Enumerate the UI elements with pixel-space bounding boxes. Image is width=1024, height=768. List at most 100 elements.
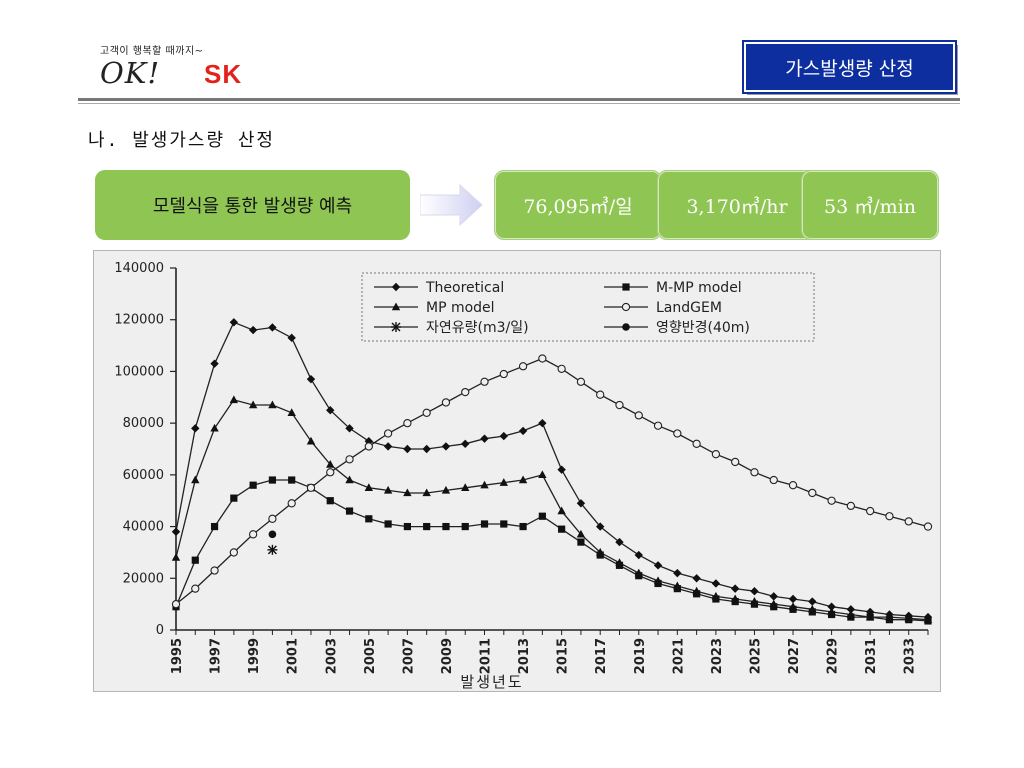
series-3-point [229, 395, 239, 404]
x-tick-label: 2003 [324, 638, 339, 674]
series-3-point [326, 460, 335, 468]
legend-marker-3 [391, 302, 401, 311]
series-2-point [249, 481, 257, 489]
series-3-point [345, 475, 354, 484]
series-4-point [364, 442, 373, 451]
series-4-point [461, 387, 470, 397]
series-4-point [692, 439, 701, 448]
series-3-point [923, 615, 933, 623]
logo-sk: SK [204, 59, 243, 89]
y-tick-label: 60000 [123, 468, 164, 483]
series-4-point [191, 584, 200, 593]
y-tick-label: 20000 [123, 571, 164, 586]
series-2-point [191, 556, 199, 564]
legend-marker-5 [391, 322, 401, 332]
header-divider [78, 98, 960, 101]
series-2-point [210, 522, 219, 531]
series-4-point [480, 377, 489, 386]
series-2-point [442, 522, 450, 531]
series-3-line [175, 399, 929, 621]
series-3-point [904, 613, 913, 622]
series-1-point [210, 359, 219, 368]
series-3-point [769, 599, 778, 608]
series-3-point [422, 488, 431, 497]
x-tick-label: 1997 [209, 638, 224, 674]
value-hourly: 3,170㎥/hr [686, 195, 788, 218]
legend-marker-2 [622, 283, 630, 291]
series-3-point [730, 594, 740, 603]
series-4-line [175, 357, 929, 605]
series-1-point [480, 434, 489, 443]
series-3-point [499, 478, 508, 486]
series-3-point [287, 408, 296, 416]
x-tick-label: 2019 [633, 638, 648, 674]
value-box-daily: 76,095㎥/일 [494, 170, 662, 240]
series-1-point [441, 442, 451, 451]
series-1-point [229, 318, 239, 327]
x-tick-label: 2015 [556, 638, 571, 674]
series-3-point [518, 475, 528, 484]
series-3-point [248, 400, 258, 409]
series-4-point [731, 457, 740, 467]
x-tick-label: 2017 [594, 638, 609, 674]
series-2-point [461, 522, 469, 531]
y-tick-label: 120000 [114, 313, 164, 328]
y-tick-label: 100000 [114, 364, 164, 379]
x-tick-label: 2025 [748, 638, 763, 674]
prediction-label: 모델식을 통한 발생량 예측 [152, 196, 353, 217]
series-1-point [287, 333, 296, 343]
series-4-point [345, 455, 354, 464]
series-4-point [538, 354, 547, 363]
x-tick-label: 2021 [671, 638, 686, 674]
series-2-point [423, 522, 431, 531]
series-1-point [499, 431, 508, 441]
series-4-point [923, 522, 933, 531]
series-2-point [326, 497, 334, 505]
series-1-point [634, 550, 643, 560]
series-3-point [480, 480, 489, 489]
series-4-point [306, 483, 316, 492]
header-divider-thin [78, 103, 960, 104]
series-3-point [846, 609, 856, 618]
series-3-point [461, 483, 470, 491]
series-4-point [441, 398, 451, 407]
series-4-point [634, 411, 643, 420]
series-2-line [175, 479, 929, 622]
series-2-point [577, 538, 585, 546]
series-6-point [268, 530, 277, 539]
legend-label-4: LandGEM [656, 300, 722, 316]
series-3-point [210, 423, 219, 432]
series-1-point [248, 325, 258, 335]
series-4-point [769, 475, 778, 485]
series-1-point [403, 444, 412, 454]
series-1-point [673, 568, 682, 578]
series-4-point [808, 488, 817, 498]
series-3-point [653, 576, 663, 585]
legend-marker-6 [622, 323, 630, 331]
series-4-point [866, 506, 875, 516]
series-2-point [345, 507, 354, 515]
value-daily: 76,095㎥/일 [523, 195, 633, 218]
series-3-point [673, 581, 682, 590]
series-4-point [518, 362, 528, 371]
series-3-point [865, 612, 875, 621]
series-3-point [268, 400, 277, 409]
y-tick-label: 80000 [123, 416, 164, 431]
series-3-point [596, 547, 605, 556]
series-3-point [692, 586, 701, 595]
x-tick-label: 2005 [363, 638, 378, 674]
series-4-point [576, 377, 586, 386]
series-3-point [191, 475, 200, 484]
series-3-point [711, 591, 721, 600]
series-4-point [326, 468, 335, 477]
x-tick-label: 1995 [170, 638, 185, 674]
series-1-point [383, 442, 393, 451]
series-1-point [538, 418, 547, 428]
y-tick-label: 0 [156, 623, 164, 638]
series-4-point [827, 496, 836, 505]
series-1-point [461, 439, 470, 449]
series-4-point [885, 512, 894, 521]
value-box-hourly: 3,170㎥/hr [657, 170, 817, 240]
series-2-point [538, 512, 546, 520]
legend-label-2: M-MP model [656, 280, 742, 296]
